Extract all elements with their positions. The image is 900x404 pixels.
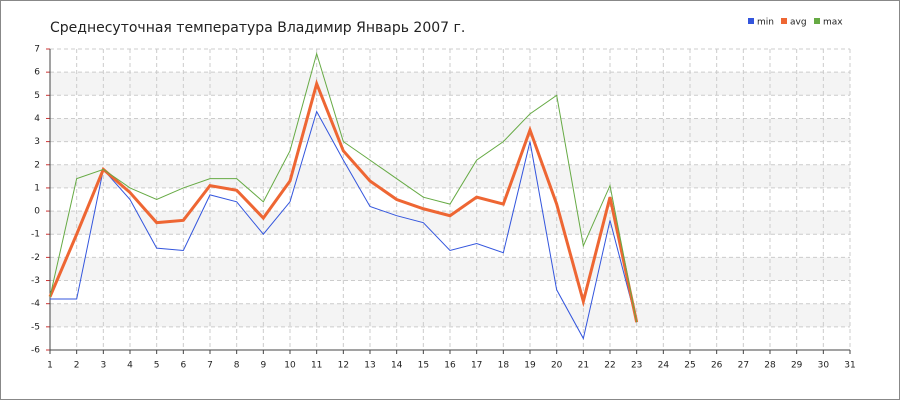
x-tick-label: 26	[711, 361, 723, 371]
x-tick-label: 27	[738, 361, 749, 371]
y-tick-label: 4	[34, 114, 40, 124]
y-tick-label: -2	[31, 253, 40, 263]
x-tick-label: 23	[631, 361, 642, 371]
x-tick-label: 12	[338, 361, 349, 371]
x-tick-label: 4	[127, 361, 133, 371]
x-tick-label: 28	[764, 361, 776, 371]
y-tick-label: 2	[34, 160, 40, 170]
y-tick-label: -1	[31, 230, 40, 240]
y-tick-label: 0	[34, 207, 40, 217]
x-tick-label: 30	[818, 361, 830, 371]
x-tick-label: 16	[444, 361, 456, 371]
x-tick-label: 14	[391, 361, 403, 371]
y-tick-label: 5	[34, 91, 40, 101]
legend-label: min	[757, 18, 774, 28]
x-tick-label: 21	[578, 361, 589, 371]
x-tick-label: 15	[418, 361, 429, 371]
y-tick-label: 1	[34, 183, 40, 193]
band	[50, 72, 850, 96]
x-tick-label: 10	[284, 361, 296, 371]
y-tick-label: 7	[34, 45, 40, 55]
legend-swatch	[814, 18, 820, 24]
series-line	[50, 110, 638, 340]
series-line	[49, 51, 638, 323]
x-tick-label: 20	[551, 361, 563, 371]
legend-label: max	[823, 18, 843, 28]
y-tick-label: 6	[34, 68, 40, 78]
band	[50, 211, 850, 235]
chart-title: Среднесуточная температура Владимир Янва…	[50, 20, 465, 36]
x-tick-label: 8	[234, 361, 240, 371]
x-tick-label: 29	[791, 361, 803, 371]
x-tick-label: 13	[364, 361, 375, 371]
series-line	[48, 79, 639, 323]
y-tick-label: -6	[31, 346, 40, 356]
legend-swatch	[781, 18, 787, 24]
y-tick-label: -3	[31, 276, 40, 286]
legend-label: avg	[790, 18, 807, 28]
y-tick-label: 3	[34, 137, 40, 147]
y-tick-label: -5	[31, 322, 40, 332]
x-tick-label: 11	[311, 361, 322, 371]
x-tick-label: 5	[154, 361, 160, 371]
x-tick-label: 3	[100, 361, 106, 371]
band	[50, 118, 850, 142]
x-tick-label: 24	[658, 361, 670, 371]
x-tick-label: 25	[684, 361, 695, 371]
x-tick-label: 31	[844, 361, 855, 371]
y-tick-label: -4	[31, 299, 40, 309]
x-tick-label: 9	[260, 361, 266, 371]
x-tick-label: 19	[524, 361, 536, 371]
x-tick-label: 22	[604, 361, 615, 371]
x-tick-label: 7	[207, 361, 213, 371]
x-tick-label: 6	[180, 361, 186, 371]
x-tick-label: 18	[498, 361, 510, 371]
x-tick-label: 2	[74, 361, 80, 371]
x-tick-label: 1	[47, 361, 53, 371]
x-tick-label: 17	[471, 361, 482, 371]
legend-swatch	[748, 18, 754, 24]
